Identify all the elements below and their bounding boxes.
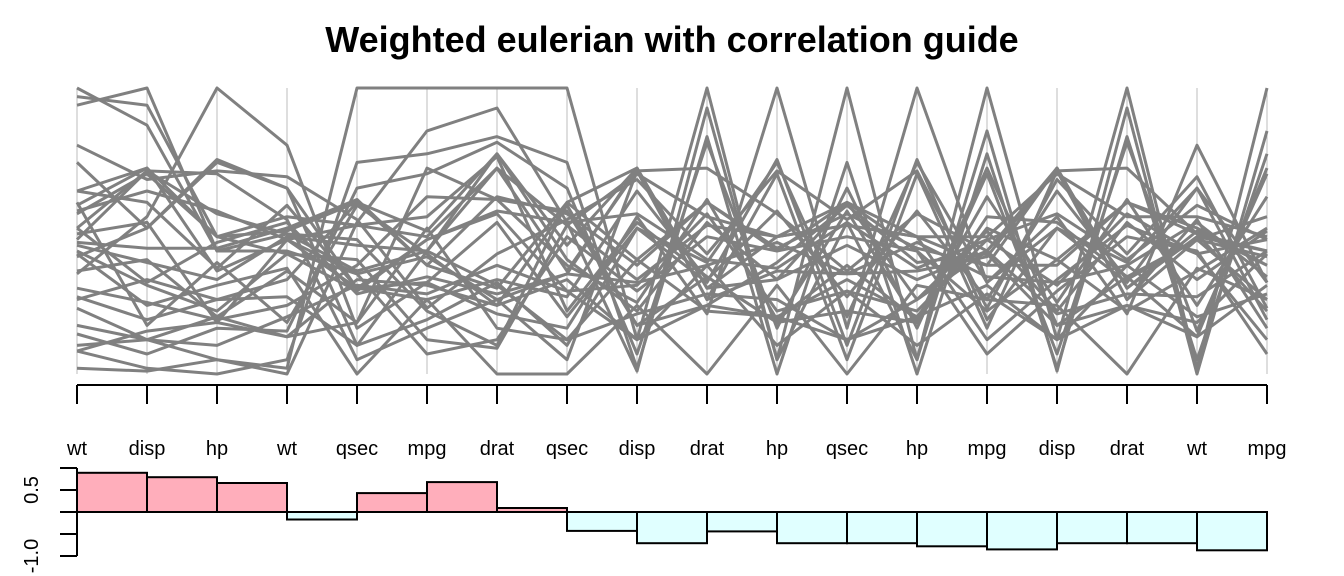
x-tick-label: hp xyxy=(206,438,228,460)
correlation-bar xyxy=(216,482,288,513)
x-tick-label: disp xyxy=(1039,438,1076,460)
series-line xyxy=(76,135,1269,376)
series-line xyxy=(76,86,1269,330)
parallel-lines xyxy=(75,86,1269,376)
x-tick-label: drat xyxy=(690,438,725,460)
x-tick-label: hp xyxy=(906,438,928,460)
correlation-bar xyxy=(146,476,218,514)
correlation-bar xyxy=(706,511,778,533)
chart-title: Weighted eulerian with correlation guide xyxy=(325,19,1018,60)
x-tick-label: qsec xyxy=(546,438,588,460)
correlation-bar xyxy=(356,492,428,514)
series-line xyxy=(76,166,1268,273)
x-tick-label: hp xyxy=(766,438,788,460)
x-tick-label: mpg xyxy=(1248,438,1287,460)
correlation-guide: 0.5 -1.0 xyxy=(21,467,1268,573)
correlation-bar xyxy=(1056,511,1128,545)
correlation-bar xyxy=(636,511,708,545)
x-axis: wt disp hp wt qsec mpg drat qsec disp drat hp qsec h… xyxy=(66,384,1287,460)
x-tick-label: wt xyxy=(276,438,297,460)
correlation-bar xyxy=(776,511,848,545)
series-line xyxy=(76,143,1269,310)
series-line xyxy=(75,201,1269,327)
x-tick-label: qsec xyxy=(336,438,378,460)
x-tick-label: drat xyxy=(1110,438,1145,460)
series-line xyxy=(76,166,1268,239)
series-line xyxy=(76,220,1268,296)
x-tick-label: drat xyxy=(480,438,515,460)
x-tick-label: wt xyxy=(1186,438,1207,460)
x-tick-label: mpg xyxy=(408,438,447,460)
series-line xyxy=(76,226,1268,342)
guide-y-tick-label: -1.0 xyxy=(21,539,43,573)
x-tick-label: disp xyxy=(129,438,166,460)
correlation-bar xyxy=(1126,511,1198,545)
guide-y-tick-label: 0.5 xyxy=(21,476,43,504)
correlation-bar xyxy=(426,481,498,514)
correlation-bar xyxy=(916,511,988,548)
series-line xyxy=(76,86,1269,370)
x-tick-label: wt xyxy=(66,438,87,460)
series-line xyxy=(76,252,1268,376)
series-line xyxy=(76,212,1268,313)
x-tick-label: disp xyxy=(619,438,656,460)
correlation-bar xyxy=(286,511,358,521)
correlation-bar xyxy=(986,511,1058,551)
series-line xyxy=(76,158,1269,347)
correlation-bar xyxy=(846,511,918,545)
x-tick-label: qsec xyxy=(826,438,868,460)
correlation-bar xyxy=(1196,511,1268,552)
correlation-bar xyxy=(76,471,148,513)
correlation-bar xyxy=(566,511,638,532)
x-tick-label: mpg xyxy=(968,438,1007,460)
